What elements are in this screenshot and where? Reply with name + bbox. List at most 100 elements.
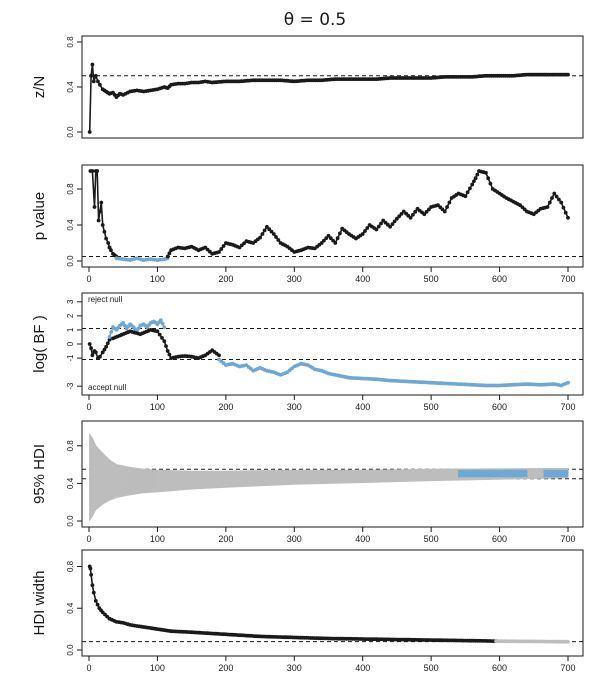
data-point [109,330,114,334]
data-point [274,235,278,239]
data-point [96,218,101,223]
data-point [90,583,95,588]
data-point [219,247,224,251]
data-point [545,205,550,209]
data-point [221,244,226,248]
data-point [472,179,476,184]
data-point [488,181,493,186]
series-line [112,329,220,359]
data-point [563,210,568,215]
panel-bf: -3 -1 0 1 2 3 0 100 200 300 400 500 600 700 log( BF ) r… [31,292,584,412]
x-tick-label: 400 [355,534,370,544]
data-point [360,232,365,236]
plot-frame [81,292,584,396]
data-point [271,232,276,236]
x-tick-label: 700 [560,402,575,412]
x-tick-label: 700 [560,274,575,284]
x-tick-label: 300 [287,274,302,284]
x-tick-label: 200 [218,274,233,284]
data-point [157,332,162,337]
data-point [397,214,402,219]
y-tick-label: 0.0 [66,644,75,656]
data-point [486,176,491,181]
data-point [162,325,167,330]
data-point [93,350,98,355]
data-point [374,227,379,232]
x-tick-label: 0 [86,534,91,544]
y-tick-label: 0.4 [66,602,75,614]
y-axis-label: log( BF ) [31,315,48,373]
data-point [379,221,383,226]
x-tick-label: 200 [218,402,233,412]
data-point [484,170,488,175]
data-point [319,241,324,245]
panel-hdi: 0.0 0.4 0.8 0 100 200 300 400 500 600 700 95% HDI [31,420,584,544]
data-point [107,337,112,342]
data-point [333,241,338,245]
data-point [158,318,163,322]
data-point [328,236,333,241]
data-point [276,238,281,242]
data-point [363,229,367,233]
data-point [566,639,570,644]
data-point [269,229,274,234]
data-point [335,236,340,241]
y-axis-label: p value [31,192,48,240]
data-point [90,353,95,358]
x-tick-label: 600 [492,663,507,673]
data-point [445,205,449,209]
y-tick-label: 3 [66,299,75,304]
data-point [91,79,96,84]
data-point [463,194,468,199]
y-axis-label: HDI width [31,570,48,635]
plot-frame [81,549,584,657]
data-point [447,200,452,205]
data-point [160,336,164,340]
data-point [262,228,267,233]
data-point [376,224,381,229]
x-tick-label: 100 [150,663,165,673]
x-tick-label: 600 [492,274,507,284]
y-tick-label: 0.0 [66,126,75,138]
data-point [104,344,108,349]
data-point [100,223,105,227]
y-tick-label: 0.0 [66,255,75,267]
y-tick-label: 0.8 [66,183,75,195]
y-tick-label: 2 [66,313,75,318]
data-point [260,232,265,236]
data-point [217,250,221,254]
x-tick-label: 500 [424,274,439,284]
y-tick-label: 0.4 [66,81,75,93]
data-point [162,339,167,344]
x-tick-label: 700 [560,534,575,544]
data-point [160,321,165,326]
data-point [95,602,100,607]
annotation-accept-null: accept null [88,383,126,392]
data-point [164,344,168,348]
y-tick-label: 0.4 [66,477,75,489]
x-tick-label: 400 [355,663,370,673]
data-point [388,224,392,229]
data-point [324,236,329,241]
data-point [165,349,170,353]
data-point [90,62,95,67]
data-point [413,209,418,214]
x-tick-label: 300 [287,663,302,673]
data-point [408,215,413,220]
data-point [422,212,427,217]
data-point [98,82,102,87]
data-point [561,205,566,210]
data-point [554,194,559,199]
chart-panels: 0.00.40.8z/N0.00.40.80 100 200 300 400 500 600… [31,35,584,673]
data-point [96,79,100,84]
x-tick-label: 700 [560,663,575,673]
data-point [552,191,557,196]
y-tick-label: 0.4 [66,219,75,231]
data-point [557,197,561,202]
data-point [104,236,108,241]
data-point [98,354,102,359]
data-point [89,73,93,78]
data-point [98,209,102,214]
x-tick-label: 600 [492,402,507,412]
